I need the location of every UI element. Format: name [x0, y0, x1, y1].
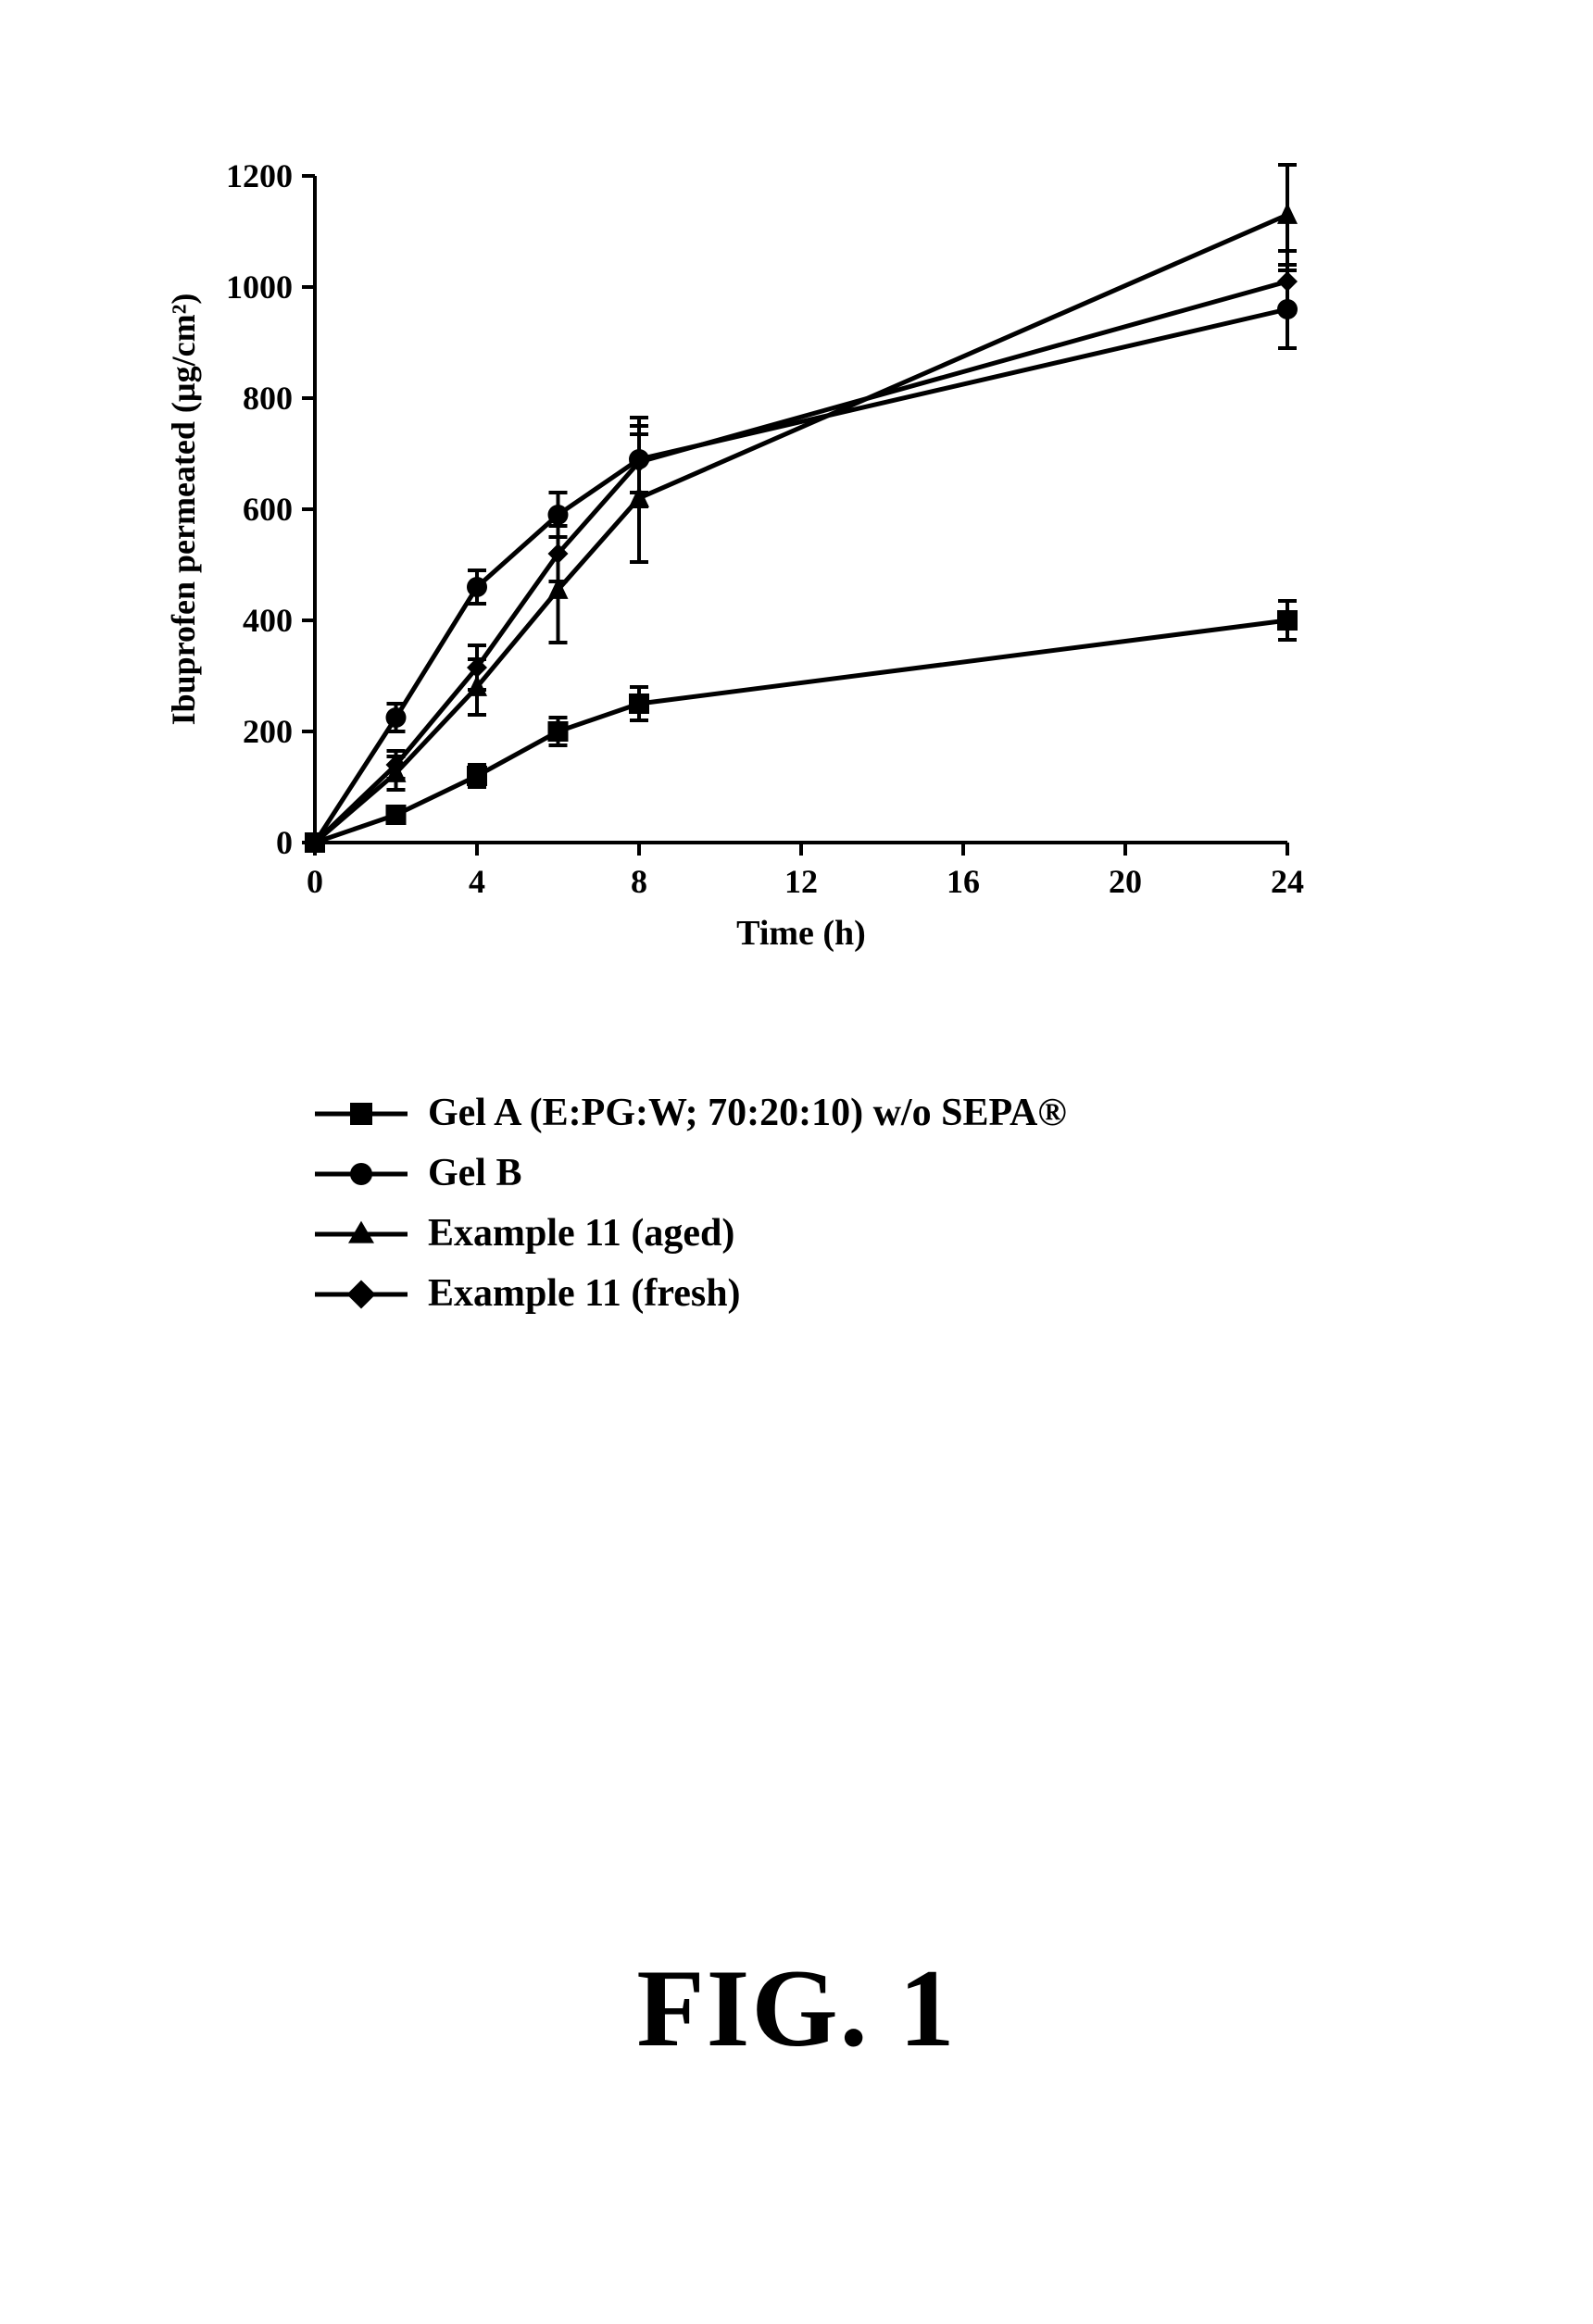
svg-text:0: 0: [276, 824, 293, 861]
diamond-marker-icon: [346, 1280, 375, 1308]
svg-text:12: 12: [784, 863, 818, 900]
legend-label: Gel B: [428, 1143, 522, 1204]
page: 0 200 400 600 800 1000 1200 0 4 8 12 16 20 24 Time (h)…: [0, 0, 1593, 2324]
figure-caption: FIG. 1: [0, 1944, 1593, 2072]
svg-text:200: 200: [243, 713, 293, 750]
svg-text:4: 4: [469, 863, 485, 900]
svg-text:16: 16: [947, 863, 980, 900]
svg-text:Ibuprofen permeated (µg/cm²): Ibuprofen permeated (µg/cm²): [165, 294, 202, 726]
legend-item-ex11-fresh: Example 11 (fresh): [315, 1264, 1067, 1324]
chart-legend: Gel A (E:PG:W; 70:20:10) w/o SEPA® Gel B…: [315, 1083, 1067, 1324]
legend-label: Gel A (E:PG:W; 70:20:10) w/o SEPA®: [428, 1083, 1067, 1143]
svg-text:8: 8: [631, 863, 647, 900]
legend-item-ex11-aged: Example 11 (aged): [315, 1204, 1067, 1264]
legend-label: Example 11 (aged): [428, 1204, 734, 1264]
svg-text:400: 400: [243, 602, 293, 639]
svg-text:600: 600: [243, 491, 293, 528]
legend-swatch: [315, 1216, 408, 1253]
svg-text:1200: 1200: [226, 157, 293, 194]
svg-text:20: 20: [1109, 863, 1142, 900]
permeation-chart: 0 200 400 600 800 1000 1200 0 4 8 12 16 20 24 Time (h)…: [157, 139, 1454, 963]
legend-item-gel-a: Gel A (E:PG:W; 70:20:10) w/o SEPA®: [315, 1083, 1067, 1143]
legend-item-gel-b: Gel B: [315, 1143, 1067, 1204]
legend-label: Example 11 (fresh): [428, 1264, 741, 1324]
svg-text:1000: 1000: [226, 269, 293, 306]
triangle-marker-icon: [348, 1220, 374, 1243]
svg-text:800: 800: [243, 380, 293, 417]
svg-text:Time (h): Time (h): [736, 914, 866, 953]
svg-text:0: 0: [307, 863, 323, 900]
circle-marker-icon: [350, 1163, 372, 1185]
svg-text:24: 24: [1271, 863, 1304, 900]
legend-swatch: [315, 1276, 408, 1313]
legend-swatch: [315, 1095, 408, 1132]
square-marker-icon: [350, 1103, 372, 1125]
legend-swatch: [315, 1156, 408, 1193]
chart-svg: 0 200 400 600 800 1000 1200 0 4 8 12 16 20 24 Time (h)…: [157, 139, 1352, 963]
